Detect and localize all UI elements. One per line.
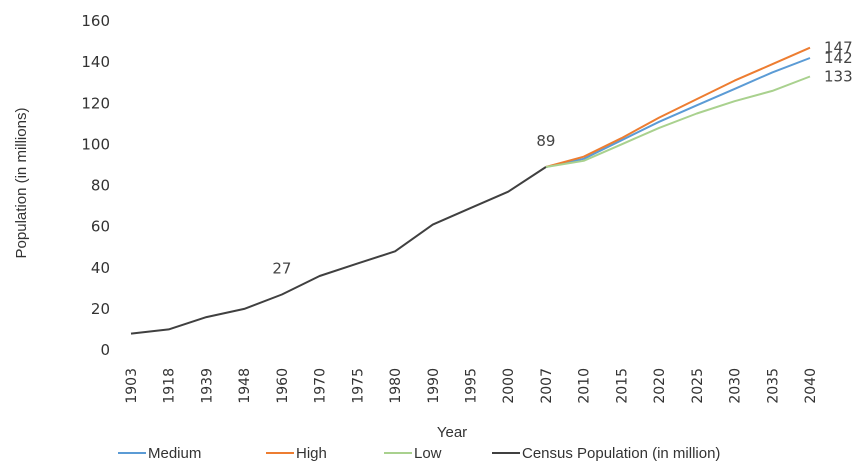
x-tick-label: 2007	[539, 368, 555, 404]
legend-item: Census Population (in million)	[492, 445, 720, 462]
legend-label: Census Population (in million)	[522, 445, 720, 462]
x-tick-label: 2015	[614, 368, 630, 404]
x-tick-label: 2025	[690, 368, 706, 404]
x-tick-label: 2010	[577, 368, 593, 404]
y-tick-label: 60	[91, 218, 110, 236]
data-label: 89	[536, 132, 555, 150]
legend-item: Medium	[118, 445, 201, 462]
x-tick-label: 1948	[237, 368, 253, 404]
legend-item: Low	[384, 445, 442, 462]
data-label: 147	[824, 39, 853, 57]
x-axis-title: Year	[437, 424, 467, 441]
y-tick-label: 80	[91, 177, 110, 195]
x-tick-label: 1918	[162, 368, 178, 404]
x-tick-label: 1975	[350, 368, 366, 404]
series-line-low	[545, 75, 811, 168]
x-tick-label: 2040	[803, 368, 819, 404]
y-tick-label: 120	[81, 94, 110, 112]
y-tick-label: 160	[81, 12, 110, 30]
y-tick-label: 0	[100, 341, 110, 359]
data-label: 142	[824, 49, 853, 67]
legend-label: Low	[414, 445, 442, 462]
legend-item: High	[266, 445, 327, 462]
legend-label: Medium	[148, 445, 201, 462]
series-line-high	[545, 46, 811, 168]
x-tick-label: 1960	[275, 368, 291, 404]
y-axis-ticks: 0 20 40 60 80 100 120 140 160	[81, 12, 110, 359]
x-tick-label: 2000	[501, 368, 517, 404]
data-label: 133	[824, 68, 853, 86]
x-tick-label: 1939	[199, 368, 215, 404]
x-axis-ticks: 1903 1918 1939 1948 1960 1970 1975 1980 1990 1995…	[124, 368, 819, 404]
y-tick-label: 20	[91, 300, 110, 318]
x-tick-label: 2030	[728, 368, 744, 404]
y-axis-title: Population (in millions)	[13, 108, 30, 259]
legend: Medium High Low Census Population (in milli…	[118, 445, 720, 462]
legend-label: High	[296, 445, 327, 462]
x-tick-label: 1970	[313, 368, 329, 404]
series-lines	[130, 46, 811, 335]
x-tick-label: 1903	[124, 368, 140, 404]
y-tick-label: 140	[81, 53, 110, 71]
y-tick-label: 100	[81, 135, 110, 153]
series-line-medium	[545, 57, 811, 168]
series-line-census	[130, 166, 547, 335]
x-tick-label: 2035	[765, 368, 781, 404]
x-tick-label: 1995	[464, 368, 480, 404]
x-tick-label: 1980	[388, 368, 404, 404]
x-tick-label: 1990	[426, 368, 442, 404]
y-tick-label: 40	[91, 259, 110, 277]
x-tick-label: 2020	[652, 368, 668, 404]
data-label: 27	[272, 259, 291, 277]
